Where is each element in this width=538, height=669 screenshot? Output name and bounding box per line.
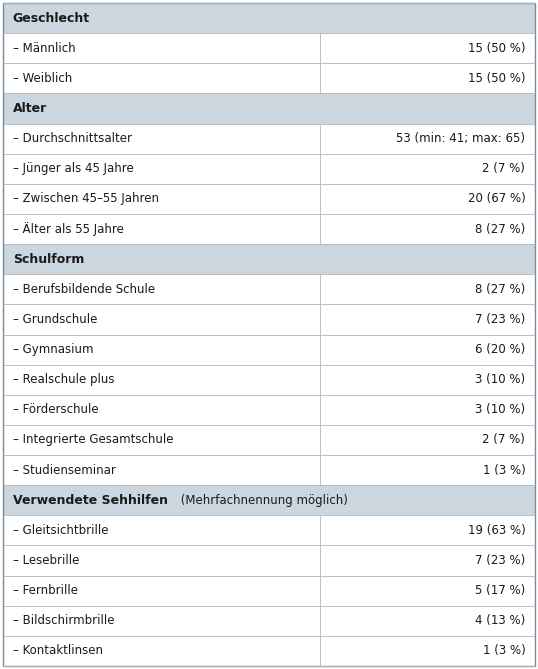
- Text: – Männlich: – Männlich: [13, 41, 75, 55]
- Text: – Förderschule: – Förderschule: [13, 403, 98, 416]
- Bar: [3, 425, 535, 455]
- Text: – Lesebrille: – Lesebrille: [13, 554, 79, 567]
- Bar: [3, 94, 535, 124]
- Text: – Gleitsichtbrille: – Gleitsichtbrille: [13, 524, 108, 537]
- Text: – Durchschnittsalter: – Durchschnittsalter: [13, 132, 132, 145]
- Bar: [3, 485, 535, 515]
- Text: – Bildschirmbrille: – Bildschirmbrille: [13, 614, 114, 628]
- Bar: [3, 636, 535, 666]
- Text: – Zwischen 45–55 Jahren: – Zwischen 45–55 Jahren: [13, 193, 159, 205]
- Text: Geschlecht: Geschlecht: [13, 11, 90, 25]
- Text: 4 (13 %): 4 (13 %): [475, 614, 525, 628]
- Text: Schulform: Schulform: [13, 253, 84, 266]
- Text: 2 (7 %): 2 (7 %): [483, 163, 525, 175]
- Text: 19 (63 %): 19 (63 %): [468, 524, 525, 537]
- Text: 20 (67 %): 20 (67 %): [468, 193, 525, 205]
- Text: – Grundschule: – Grundschule: [13, 313, 97, 326]
- Text: 8 (27 %): 8 (27 %): [475, 283, 525, 296]
- Text: 15 (50 %): 15 (50 %): [468, 72, 525, 85]
- Bar: [3, 214, 535, 244]
- Text: – Gymnasium: – Gymnasium: [13, 343, 93, 356]
- Bar: [3, 244, 535, 274]
- Text: 7 (23 %): 7 (23 %): [475, 313, 525, 326]
- Text: – Fernbrille: – Fernbrille: [13, 584, 77, 597]
- Text: – Realschule plus: – Realschule plus: [13, 373, 114, 386]
- Text: – Kontaktlinsen: – Kontaktlinsen: [13, 644, 103, 658]
- Bar: [3, 33, 535, 64]
- Bar: [3, 334, 535, 365]
- Bar: [3, 545, 535, 575]
- Bar: [3, 365, 535, 395]
- Bar: [3, 124, 535, 154]
- Bar: [3, 154, 535, 184]
- Text: – Integrierte Gesamtschule: – Integrierte Gesamtschule: [13, 434, 173, 446]
- Text: 7 (23 %): 7 (23 %): [475, 554, 525, 567]
- Bar: [3, 64, 535, 94]
- Text: 3 (10 %): 3 (10 %): [475, 373, 525, 386]
- Text: 1 (3 %): 1 (3 %): [483, 644, 525, 658]
- Bar: [3, 395, 535, 425]
- Bar: [3, 3, 535, 33]
- Text: 1 (3 %): 1 (3 %): [483, 464, 525, 476]
- Text: – Jünger als 45 Jahre: – Jünger als 45 Jahre: [13, 163, 133, 175]
- Bar: [3, 575, 535, 605]
- Text: 8 (27 %): 8 (27 %): [475, 223, 525, 235]
- Text: 2 (7 %): 2 (7 %): [483, 434, 525, 446]
- Bar: [3, 455, 535, 485]
- Text: – Berufsbildende Schule: – Berufsbildende Schule: [13, 283, 155, 296]
- Text: – Weiblich: – Weiblich: [13, 72, 72, 85]
- Bar: [3, 304, 535, 334]
- Text: 6 (20 %): 6 (20 %): [475, 343, 525, 356]
- Text: Alter: Alter: [13, 102, 47, 115]
- Text: (Mehrfachnennung möglich): (Mehrfachnennung möglich): [177, 494, 348, 506]
- Bar: [3, 184, 535, 214]
- Text: 15 (50 %): 15 (50 %): [468, 41, 525, 55]
- Text: Verwendete Sehhilfen: Verwendete Sehhilfen: [13, 494, 168, 506]
- Bar: [3, 515, 535, 545]
- Text: 3 (10 %): 3 (10 %): [475, 403, 525, 416]
- Text: 53 (min: 41; max: 65): 53 (min: 41; max: 65): [397, 132, 525, 145]
- Bar: [3, 605, 535, 636]
- Bar: [3, 274, 535, 304]
- Text: 5 (17 %): 5 (17 %): [475, 584, 525, 597]
- Text: – Älter als 55 Jahre: – Älter als 55 Jahre: [13, 222, 124, 236]
- Text: – Studienseminar: – Studienseminar: [13, 464, 116, 476]
